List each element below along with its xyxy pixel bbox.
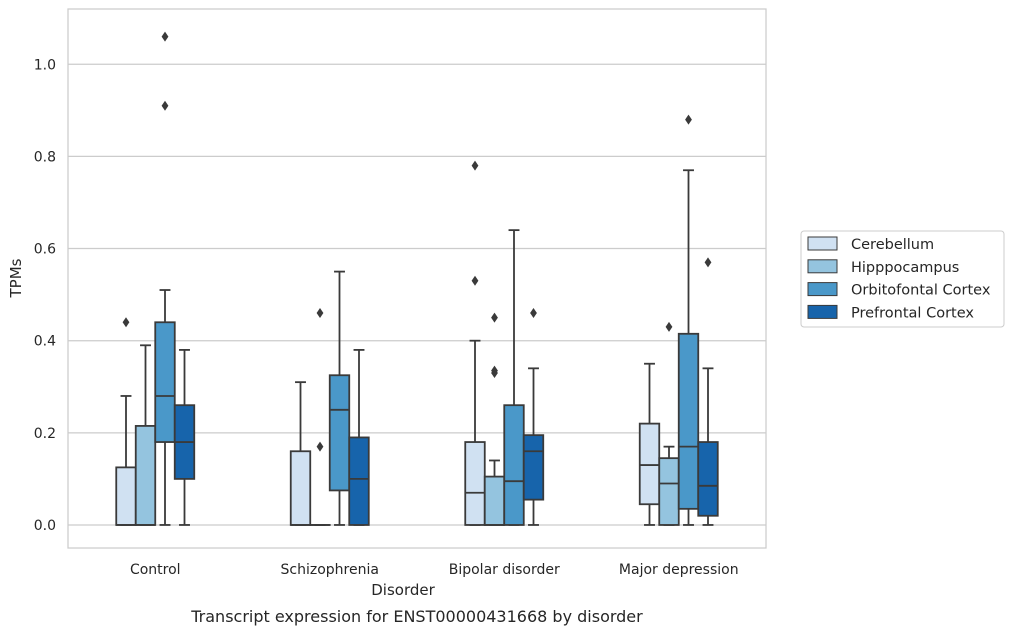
x-tick-label: Major depression (619, 562, 739, 578)
plot-frame (67, 8, 767, 549)
chart-caption: Transcript expression for ENST0000043166… (190, 607, 643, 626)
box-body (677, 332, 700, 510)
box-cerebellum-bipolar-disorder (464, 160, 486, 526)
box-cerebellum-control (115, 317, 137, 526)
outlier-point (665, 321, 673, 332)
box-prefrontal-cortex-bipolar-disorder (522, 308, 545, 526)
outlier-point (316, 441, 324, 452)
y-tick-labels: 0.0 0.2 0.4 0.6 0.8 1.0 (34, 57, 56, 534)
x-tick-label: Bipolar disorder (449, 562, 560, 578)
legend-label: Cerebellum (851, 237, 934, 253)
outlier-point (491, 312, 498, 323)
box-body (658, 457, 680, 526)
legend-swatch (807, 236, 838, 251)
box-orbitofontal-cortex-major-depression (677, 114, 700, 526)
box-body (522, 434, 545, 501)
outlier-point (122, 317, 130, 328)
box-prefrontal-cortex-major-depression (697, 257, 719, 526)
legend-swatch (807, 259, 838, 274)
y-axis-label: TPMs (7, 258, 25, 298)
outlier-point (161, 100, 169, 111)
box-body (464, 441, 486, 526)
legend: Cerebellum Hipppocampus Orbitofontal Corte… (800, 230, 1005, 328)
outlier-point (471, 160, 479, 171)
box-orbitofontal-cortex-bipolar-disorder (503, 229, 525, 526)
box-body (348, 436, 370, 526)
box-cerebellum-schizophrenia (289, 381, 312, 526)
outlier-point (161, 31, 169, 42)
outlier-point (471, 275, 479, 286)
legend-swatch (807, 282, 838, 297)
y-tick-label: 1.0 (34, 57, 56, 73)
outlier-point (685, 114, 692, 125)
box-body (134, 425, 157, 526)
y-tick-label: 0.0 (34, 518, 56, 534)
legend-frame (800, 230, 1005, 328)
box-prefrontal-cortex-schizophrenia (348, 349, 370, 526)
x-tick-label: Control (130, 562, 181, 578)
legend-swatch (807, 304, 838, 319)
box-hipppocampus-control (134, 344, 157, 526)
outlier-point (491, 365, 498, 376)
legend-label: Orbitofontal Cortex (851, 283, 991, 299)
x-tick-labels: Control Schizophrenia Bipolar disorder Majo… (130, 562, 739, 578)
box-orbitofontal-cortex-control (154, 31, 176, 526)
legend-label: Prefrontal Cortex (851, 305, 974, 321)
box-hipppocampus-schizophrenia (309, 308, 331, 526)
y-tick-label: 0.8 (34, 149, 56, 165)
box-body (115, 466, 137, 526)
box-body (328, 374, 351, 492)
box-body (289, 450, 312, 526)
legend-label: Hipppocampus (851, 260, 959, 276)
outlier-point (316, 308, 324, 319)
box-body (638, 422, 661, 506)
outlier-point (530, 308, 537, 319)
y-tick-label: 0.2 (34, 426, 56, 442)
box-body (154, 321, 176, 443)
x-tick-label: Schizophrenia (281, 562, 379, 578)
x-axis-label: Disorder (371, 581, 435, 599)
y-tick-label: 0.4 (34, 334, 56, 350)
outlier-point (704, 257, 712, 268)
box-body (483, 475, 506, 526)
box-body (697, 441, 719, 517)
boxes (115, 31, 719, 526)
y-tick-label: 0.6 (34, 242, 56, 258)
box-prefrontal-cortex-control (173, 349, 196, 526)
box-orbitofontal-cortex-schizophrenia (328, 270, 351, 526)
box-body (503, 404, 525, 526)
box-cerebellum-major-depression (638, 362, 661, 526)
